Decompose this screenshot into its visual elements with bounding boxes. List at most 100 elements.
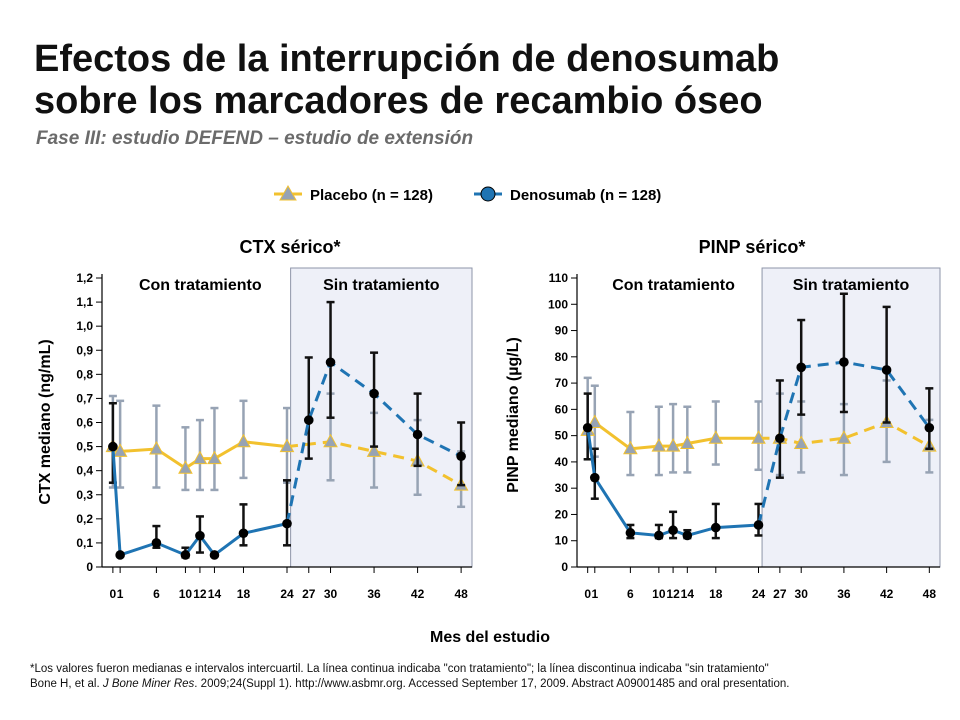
ctx-x-tick-label: 6 xyxy=(153,587,160,601)
pinp-denosumab-point xyxy=(924,422,935,433)
pinp-denosumab-point xyxy=(625,528,636,538)
pinp-y-tick-label: 60 xyxy=(555,402,569,416)
pinp-y-tick-label: 70 xyxy=(555,376,569,390)
ctx-placebo-point xyxy=(178,460,193,474)
ctx-x-tick-label: 12 xyxy=(193,587,207,601)
ctx-denosumab-point xyxy=(195,530,205,541)
footnote-note: *Los valores fueron medianas e intervalo… xyxy=(30,663,769,675)
pinp-denosumab-point xyxy=(775,433,785,444)
pinp-y-tick-label: 30 xyxy=(555,481,569,495)
ctx-y-tick-label: 0,9 xyxy=(76,343,93,357)
legend-denosumab-label: Denosumab (n = 128) xyxy=(510,187,661,204)
pinp-y-tick-label: 90 xyxy=(555,324,569,338)
ctx-placebo-point xyxy=(323,433,338,448)
pinp-denosumab-point xyxy=(881,365,892,375)
legend-placebo-label: Placebo (n = 128) xyxy=(310,187,433,204)
pinp-y-tick-label: 80 xyxy=(555,350,569,364)
ctx-denosumab-point xyxy=(180,550,191,560)
ctx-y-tick-label: 0,5 xyxy=(76,440,93,454)
pinp-x-tick-label: 24 xyxy=(752,587,766,601)
ctx-placebo-point xyxy=(149,440,164,455)
x-axis-label: Mes del estudio xyxy=(430,629,550,646)
pinp-y-tick-label: 100 xyxy=(548,297,568,311)
ctx-x-tick-label: 30 xyxy=(324,587,338,601)
pinp-placebo-point xyxy=(665,438,681,452)
pinp-denosumab-point xyxy=(796,362,807,373)
ctx-y-tick-label: 0,7 xyxy=(76,391,93,405)
ctx-x-tick-label: 18 xyxy=(237,587,251,601)
reference-details: . 2009;24(Suppl 1). http://www.asbmr.org… xyxy=(194,678,790,690)
ctx-denosumab-point xyxy=(209,550,220,560)
pinp-denosumab-point xyxy=(839,357,849,367)
pinp-y-tick-label: 10 xyxy=(555,534,569,548)
ctx-y-tick-label: 1,0 xyxy=(76,319,93,333)
pinp-y-tick-label: 0 xyxy=(561,560,568,574)
ctx-y-tick-label: 0,8 xyxy=(76,367,93,381)
page-title: Efectos de la interrupción de denosumab … xyxy=(34,38,779,122)
ctx-y-tick-label: 0,2 xyxy=(76,512,93,526)
ctx-x-tick-label: 27 xyxy=(302,587,316,601)
pinp-chart-title: PINP sérico* xyxy=(699,237,806,257)
ctx-placebo-point xyxy=(207,450,222,465)
subtitle: Fase III: estudio DEFEND – estudio de ex… xyxy=(36,128,474,149)
pinp-x-tick-label: 48 xyxy=(923,587,937,601)
reference-journal: J Bone Miner Res xyxy=(102,678,195,690)
pinp-region-label-off: Sin tratamiento xyxy=(793,277,910,294)
ctx-denosumab-point xyxy=(412,429,423,440)
ctx-y-tick-label: 0 xyxy=(86,560,93,574)
pinp-y-tick-label: 20 xyxy=(555,507,569,521)
legend-denosumab-marker xyxy=(480,186,496,202)
ctx-y-tick-label: 0,4 xyxy=(76,464,93,478)
pinp-off-treatment-region xyxy=(761,267,941,568)
ctx-denosumab-point xyxy=(303,415,314,425)
pinp-denosumab-point xyxy=(589,472,600,483)
ctx-y-tick-label: 1,2 xyxy=(76,271,93,285)
ctx-denosumab-point xyxy=(325,357,336,368)
ctx-x-tick-label: 10 xyxy=(179,587,193,601)
pinp-x-tick-label: 42 xyxy=(880,587,894,601)
ctx-denosumab-point xyxy=(151,538,162,548)
pinp-x-tick-label: 27 xyxy=(773,587,787,601)
pinp-denosumab-point xyxy=(710,522,721,533)
ctx-denosumab-point xyxy=(238,528,249,539)
pinp-placebo-point xyxy=(679,435,695,450)
legend: Placebo (n = 128) Denosumab (n = 128) xyxy=(274,184,661,204)
pinp-y-tick-label: 40 xyxy=(555,455,569,469)
pinp-chart: PINP sérico* Con tratamiento Sin tratamien… xyxy=(505,237,941,601)
pinp-placebo-point xyxy=(751,430,766,444)
ctx-x-tick-label: 1 xyxy=(117,587,124,601)
ctx-chart: CTX sérico* Con tratamiento Sin tratamient… xyxy=(37,237,473,601)
ctx-y-tick-label: 1,1 xyxy=(76,295,93,309)
pinp-denosumab-line-off-treatment xyxy=(757,360,931,526)
pinp-x-tick-label: 10 xyxy=(652,587,666,601)
ctx-y-tick-label: 0,1 xyxy=(76,536,93,550)
title-line-2: sobre los marcadores de recambio óseo xyxy=(34,80,763,122)
ctx-x-tick-label: 24 xyxy=(280,587,294,601)
ctx-off-treatment-region xyxy=(290,267,473,568)
pinp-x-tick-label: 14 xyxy=(681,587,695,601)
ctx-denosumab-point xyxy=(456,451,466,462)
ctx-denosumab-point xyxy=(108,441,118,452)
ctx-y-tick-label: 0,6 xyxy=(76,416,93,430)
pinp-placebo-point xyxy=(708,430,724,444)
pinp-denosumab-point xyxy=(654,530,664,541)
footnote: *Los valores fueron medianas e intervalo… xyxy=(30,662,940,692)
ctx-x-tick-label: 42 xyxy=(411,587,425,601)
ctx-denosumab-point xyxy=(282,518,292,529)
legend-placebo-marker xyxy=(279,184,297,201)
ctx-denosumab-point xyxy=(115,550,125,560)
ctx-denosumab-line-off-treatment xyxy=(285,359,462,524)
ctx-chart-title: CTX sérico* xyxy=(239,237,340,257)
ctx-placebo-point xyxy=(192,450,208,465)
ctx-region-label-off: Sin tratamiento xyxy=(323,277,440,294)
ctx-x-tick-label: 14 xyxy=(208,587,222,601)
pinp-x-tick-label: 30 xyxy=(795,587,809,601)
pinp-placebo-point xyxy=(836,430,852,444)
ctx-placebo-point xyxy=(279,438,295,453)
pinp-denosumab-point xyxy=(753,520,764,530)
pinp-denosumab-point xyxy=(582,422,593,433)
ctx-placebo-point xyxy=(112,443,128,457)
ctx-y-tick-label: 0,3 xyxy=(76,488,93,502)
pinp-placebo-point xyxy=(651,438,667,452)
